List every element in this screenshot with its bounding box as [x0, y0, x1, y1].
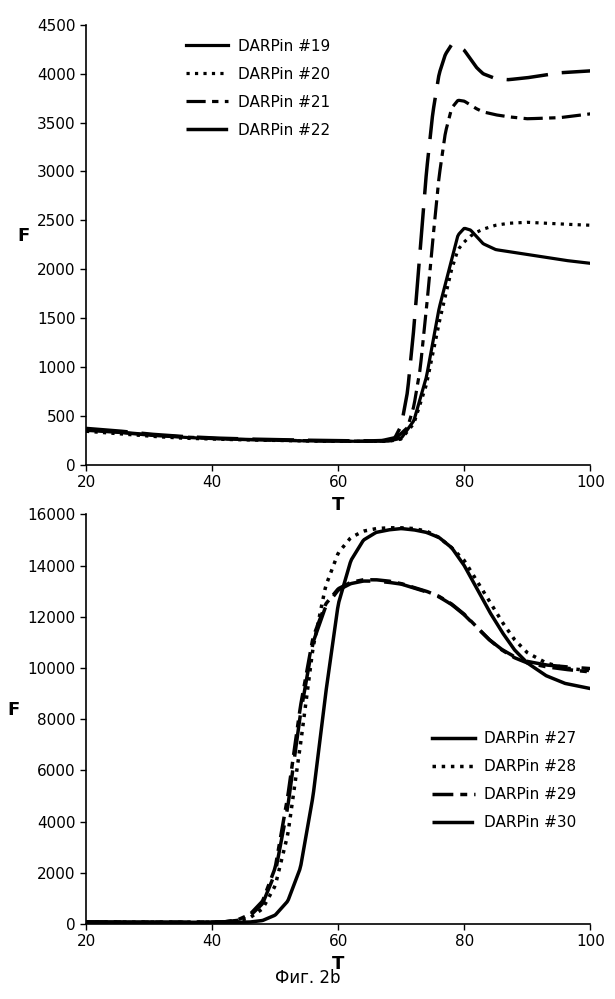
Y-axis label: F: F — [17, 227, 30, 245]
Text: Фиг. 2b: Фиг. 2b — [275, 969, 340, 987]
X-axis label: T: T — [332, 496, 344, 513]
Y-axis label: F: F — [7, 701, 20, 719]
Legend: DARPin #27, DARPin #28, DARPin #29, DARPin #30: DARPin #27, DARPin #28, DARPin #29, DARP… — [426, 725, 583, 836]
Legend: DARPin #19, DARPin #20, DARPin #21, DARPin #22: DARPin #19, DARPin #20, DARPin #21, DARP… — [180, 33, 336, 144]
X-axis label: T: T — [332, 955, 344, 973]
